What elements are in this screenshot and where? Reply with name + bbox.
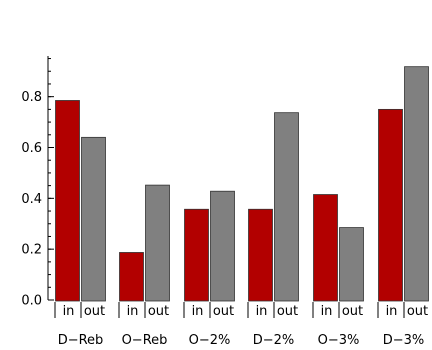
x-series-tag-in: in: [63, 304, 75, 319]
bar-out: [404, 66, 429, 302]
bar-in: [313, 194, 338, 302]
x-series-tag-in: in: [192, 304, 204, 319]
bar-out: [274, 112, 299, 302]
x-category-label: D−3%: [383, 333, 425, 348]
bar-out: [81, 136, 106, 302]
x-category-label: O−Reb: [122, 333, 168, 348]
y-tick-label: 0.4: [21, 192, 42, 207]
y-tick-label: 0.0: [21, 294, 42, 309]
bar-in: [378, 108, 403, 302]
x-series-tag-out: out: [84, 304, 105, 319]
x-series-tag-out: out: [148, 304, 169, 319]
x-series-tag-in: in: [386, 304, 398, 319]
x-category-label: D−Reb: [58, 333, 104, 348]
x-series-tag-out: out: [342, 304, 363, 319]
bar-out: [339, 227, 364, 302]
x-series-tag-out: out: [407, 304, 428, 319]
bar-out: [210, 190, 235, 302]
x-series-tag-in: in: [256, 304, 268, 319]
y-tick-label: 0.2: [21, 243, 42, 258]
bar-out: [145, 184, 170, 302]
bar-in: [184, 208, 209, 302]
x-series-tag-out: out: [213, 304, 234, 319]
x-category-label: O−3%: [318, 333, 360, 348]
x-series-tag-in: in: [321, 304, 333, 319]
bars-layer: [55, 66, 429, 302]
x-series-tag-out: out: [277, 304, 298, 319]
y-tick-label: 0.8: [21, 90, 42, 105]
y-tick-label: 0.6: [21, 141, 42, 156]
x-series-tag-in: in: [127, 304, 139, 319]
bar-in: [55, 100, 80, 302]
x-category-label: O−2%: [189, 333, 231, 348]
x-category-label: D−2%: [253, 333, 295, 348]
bar-in: [248, 208, 273, 302]
bar-in: [119, 252, 144, 302]
y-axis: 0.0 0.2 0.4 0.6 0.8: [21, 56, 54, 309]
